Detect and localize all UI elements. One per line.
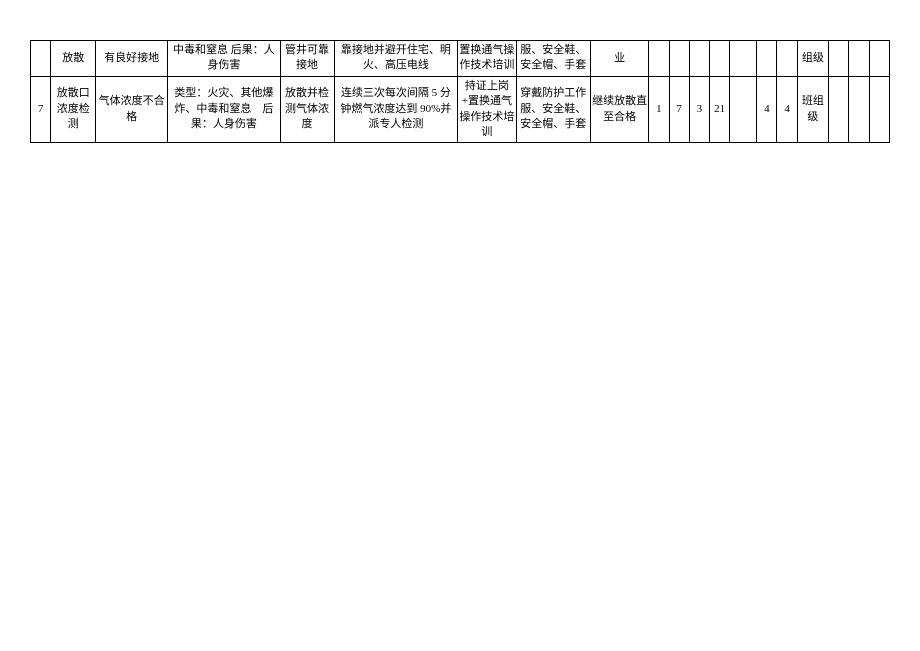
table-row: 7放散口浓度检测气体浓度不合格类型：火灾、其他爆炸、中毒和窒息 后果：人身伤害放…	[31, 76, 890, 143]
table-cell: 有良好接地	[96, 41, 168, 77]
table-cell: 4	[757, 76, 777, 143]
table-cell: 3	[689, 76, 709, 143]
table-cell	[730, 41, 757, 77]
table-row: 放散有良好接地中毒和窒息 后果：人身伤害管井可靠接地靠接地并避开住宅、明火、高压…	[31, 41, 890, 77]
table-cell: 放散口浓度检测	[51, 76, 96, 143]
table-cell: 类型：火灾、其他爆炸、中毒和窒息 后果：人身伤害	[168, 76, 280, 143]
table-cell: 4	[777, 76, 797, 143]
table-cell	[777, 41, 797, 77]
table-cell: 连续三次每次间隔 5 分钟燃气浓度达到 90%并派专人检测	[334, 76, 458, 143]
table-cell: 1	[649, 76, 669, 143]
table-cell: 穿戴防护工作服、安全鞋、安全帽、手套	[516, 76, 590, 143]
table-cell: 组级	[797, 41, 828, 77]
table-cell	[669, 41, 689, 77]
table-cell	[757, 41, 777, 77]
table-cell: 管井可靠接地	[280, 41, 334, 77]
table-cell	[869, 76, 889, 143]
table-cell: 持证上岗+置换通气操作技术培训	[458, 76, 516, 143]
table-cell: 中毒和窒息 后果：人身伤害	[168, 41, 280, 77]
table-cell: 班组级	[797, 76, 828, 143]
table-cell: 业	[590, 41, 648, 77]
main-table: 放散有良好接地中毒和窒息 后果：人身伤害管井可靠接地靠接地并避开住宅、明火、高压…	[30, 40, 890, 143]
table-cell: 继续放散直至合格	[590, 76, 648, 143]
table-cell	[31, 41, 51, 77]
table-cell	[730, 76, 757, 143]
table-cell: 气体浓度不合格	[96, 76, 168, 143]
table-cell	[829, 41, 849, 77]
table-cell: 置换通气操作技术培训	[458, 41, 516, 77]
table-cell: 放散	[51, 41, 96, 77]
table-cell: 服、安全鞋、安全帽、手套	[516, 41, 590, 77]
table-cell	[829, 76, 849, 143]
table-cell	[869, 41, 889, 77]
table-cell: 靠接地并避开住宅、明火、高压电线	[334, 41, 458, 77]
table-cell	[649, 41, 669, 77]
table-cell: 放散并检测气体浓度	[280, 76, 334, 143]
table-cell: 7	[669, 76, 689, 143]
table-cell	[689, 41, 709, 77]
table-cell	[849, 76, 869, 143]
table-cell: 7	[31, 76, 51, 143]
table-cell: 21	[710, 76, 730, 143]
table-cell	[849, 41, 869, 77]
table-cell	[710, 41, 730, 77]
